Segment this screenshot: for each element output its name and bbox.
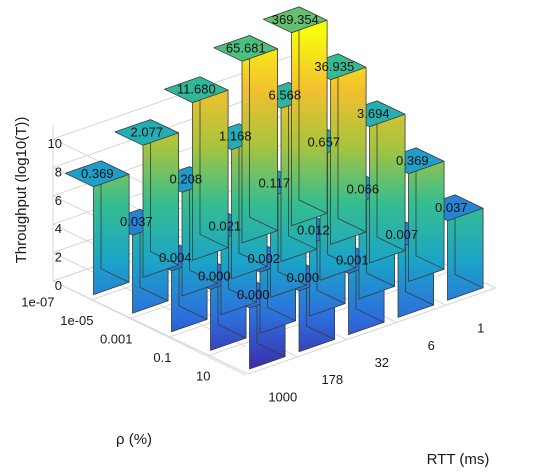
bar-value-label: 6.568 [269,87,302,102]
bar-top-face [262,6,328,34]
data-labels-layer: 0.000 0.000 0.000 0.001 0.002 0.004 0.007 0.012… [81,12,468,302]
bar-6-1e-07 [213,35,279,244]
bar-1-0.1 [379,147,445,283]
z-axis-title: Throughput (log10(T)) [13,117,30,264]
bar-value-label: 0.117 [259,176,291,191]
bar-value-label: 11.680 [177,82,216,97]
bar-32-1e-07 [163,76,229,261]
bar-value-label: 0.066 [347,181,380,196]
bar-top-face [213,35,279,62]
bar-value-label: 0.208 [170,171,203,186]
x-axis-title: RTT (ms) [427,451,490,468]
bar-value-label: 0.021 [209,218,242,233]
bar-178-1e-07 [114,119,180,278]
bar-top-face [163,76,229,103]
bar-value-label: 0.369 [396,153,429,168]
bar-value-label: 0.037 [120,214,153,229]
bar-value-label: 65.681 [226,40,266,55]
bar-value-label: 36.935 [314,59,354,74]
bar-1-10 [418,194,484,301]
x-tick-label: 6 [428,338,435,353]
y-tick-label: 1e-05 [60,313,93,328]
z-tick-label: 0 [55,278,62,293]
tick-labels-layer: 0 2 4 6 8 10 1000 178 32 6 1 1e-07 1e-05 0.001 0.1 10 [21,136,484,404]
z-tick-label: 10 [48,136,62,151]
bar-value-label: 3.694 [357,106,390,121]
bar-value-label: 0.000 [198,268,231,283]
bar-value-label: 0.002 [248,251,281,266]
bar-value-label: 0.004 [159,250,192,265]
z-tick-label: 8 [55,164,62,179]
bar-1-0.001 [340,100,406,264]
x-tick-label: 1 [477,321,484,336]
bar-1-1e-07 [262,6,328,227]
bar-value-label: 0.000 [287,270,320,285]
y-tick-label: 10 [196,369,210,384]
bar-value-label: 0.007 [386,227,419,242]
bar-1000-1e-07 [65,160,130,296]
bar-side-face [298,6,328,214]
bar-value-label: 0.369 [81,166,114,181]
y-tick-label: 0.1 [153,350,171,365]
bars-layer [65,6,484,370]
x-tick-label: 1000 [268,389,297,404]
bar-value-label: 0.657 [308,134,341,149]
bar-top-face [65,160,130,188]
bar-value-label: 1.168 [219,129,252,144]
y-tick-label: 0.001 [100,332,133,347]
bar-value-label: 0.001 [336,253,369,268]
x-tick-label: 178 [321,372,343,387]
x-tick-label: 32 [375,355,389,370]
bar-value-label: 0.037 [435,200,468,215]
bar-side-face [337,53,367,233]
y-axis-title: ρ (%) [116,431,152,448]
y-tick-label: 1e-07 [21,294,54,309]
bar-top-face [114,119,180,146]
z-tick-label: 2 [55,250,62,265]
z-tick-label: 6 [55,193,62,208]
bar-value-label: 0.000 [237,287,270,302]
bar-value-label: 369.354 [272,12,319,27]
bar-value-label: 0.012 [297,223,330,238]
floor-grid-line [247,287,496,375]
bar-side-face [249,35,279,232]
z-tick-label: 4 [55,221,62,236]
bar-value-label: 2.077 [131,124,164,139]
